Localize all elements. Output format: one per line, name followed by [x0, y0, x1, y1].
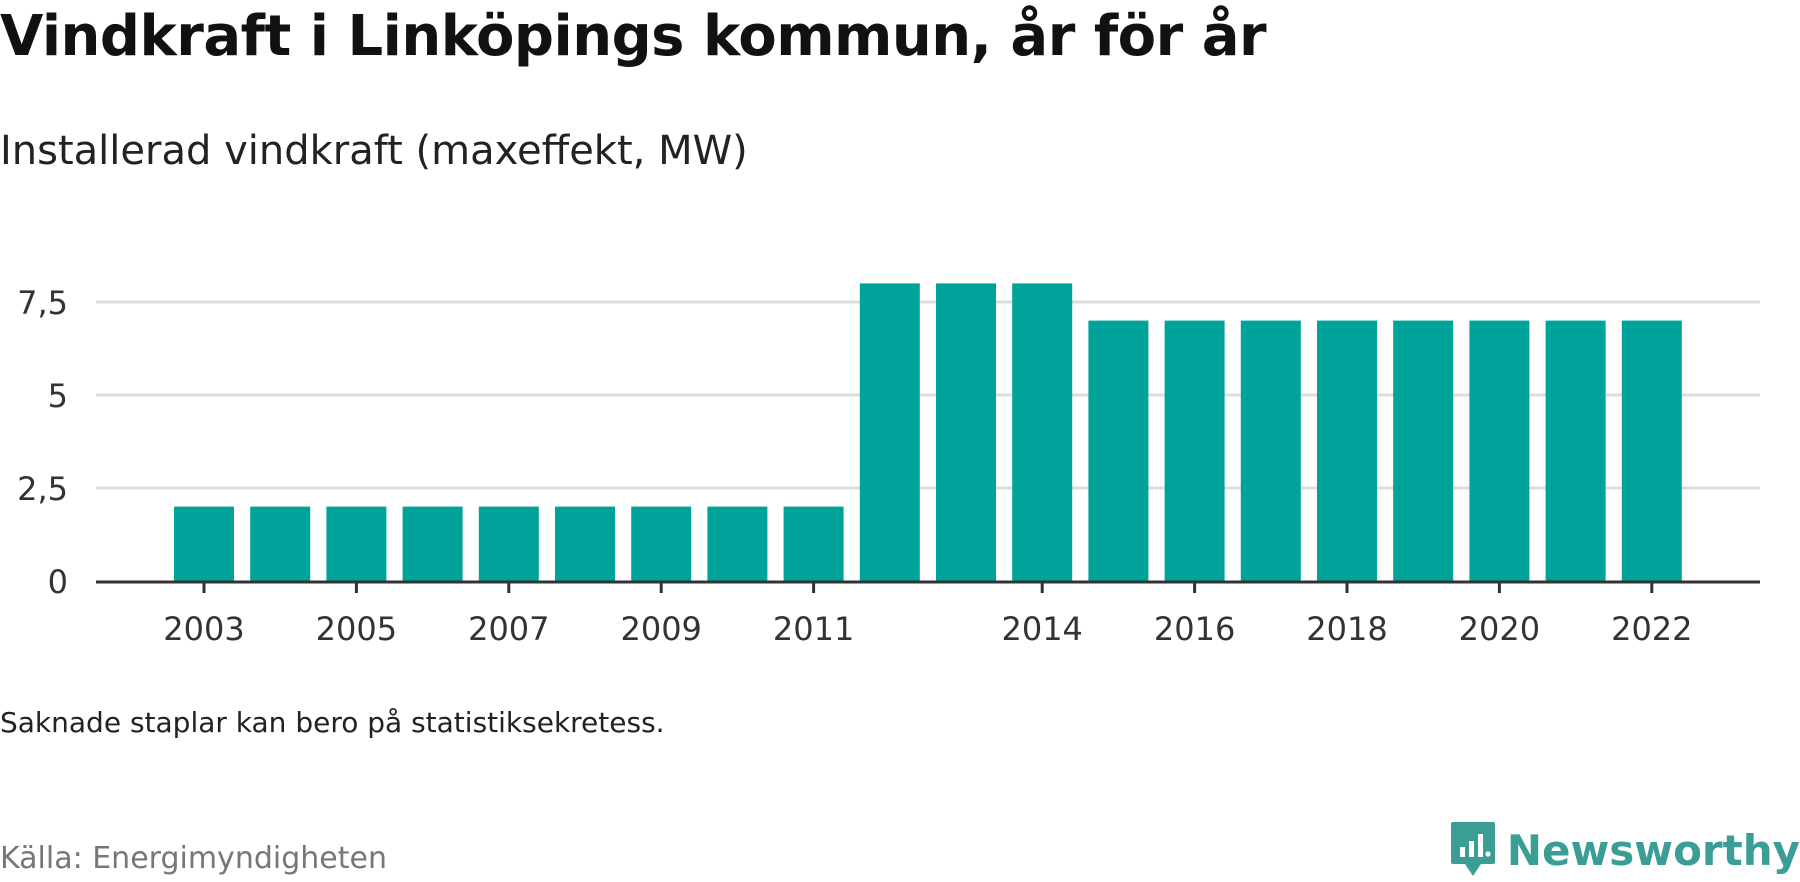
bar-2009	[631, 506, 692, 581]
x-tick-label: 2014	[1001, 610, 1082, 648]
bar-2018	[1317, 320, 1377, 581]
bar-2006	[402, 506, 463, 581]
x-tick-label: 2016	[1154, 610, 1235, 648]
x-tick-label: 2011	[773, 610, 854, 648]
bar-2021	[1545, 320, 1606, 581]
x-axis: 2003 2005 2007 2009 2011 2014 2016 2018 2020 2022	[96, 580, 1760, 648]
bar-2019	[1393, 320, 1454, 581]
bar-2004	[250, 506, 311, 581]
x-tick-label: 2020	[1459, 610, 1540, 648]
x-tick-label: 2005	[316, 610, 397, 648]
newsworthy-logo-icon	[1450, 822, 1495, 876]
bars	[174, 283, 1682, 581]
logo-text: Newsworthy	[1506, 825, 1800, 875]
x-tick-label: 2007	[468, 610, 549, 648]
bar-2005	[326, 506, 387, 581]
bar-2017	[1240, 320, 1301, 581]
bar-2015	[1088, 320, 1149, 581]
bar-2012	[859, 283, 920, 581]
bar-2007	[478, 506, 539, 581]
footnote: Saknade staplar kan bero på statistiksek…	[0, 706, 665, 739]
chart-subtitle: Installerad vindkraft (maxeffekt, MW)	[0, 128, 748, 174]
bar-2011	[783, 506, 844, 581]
bar-2010	[707, 506, 768, 581]
bar-2014	[1012, 283, 1073, 581]
y-tick-label: 0	[48, 563, 68, 601]
bar-2003	[174, 506, 234, 581]
chart-title: Vindkraft i Linköpings kommun, år för år	[0, 4, 1267, 69]
bar-2013	[936, 283, 996, 581]
x-tick-label: 2009	[620, 610, 701, 648]
bar-2020	[1469, 320, 1530, 581]
x-tick-label: 2022	[1611, 610, 1692, 648]
y-tick-label: 5	[48, 377, 68, 415]
x-tick-label: 2018	[1306, 610, 1387, 648]
newsworthy-logo: Newsworthy	[1449, 818, 1800, 882]
bar-2022	[1621, 320, 1682, 581]
y-tick-label: 2,5	[17, 470, 68, 508]
x-tick-label: 2003	[163, 610, 244, 648]
source-credit: Källa: Energimyndigheten	[0, 841, 387, 876]
bar-2008	[555, 506, 615, 581]
y-tick-label: 7,5	[17, 284, 68, 322]
bar-2016	[1164, 320, 1225, 581]
y-axis-labels: 0 2,5 5 7,5	[17, 284, 68, 601]
